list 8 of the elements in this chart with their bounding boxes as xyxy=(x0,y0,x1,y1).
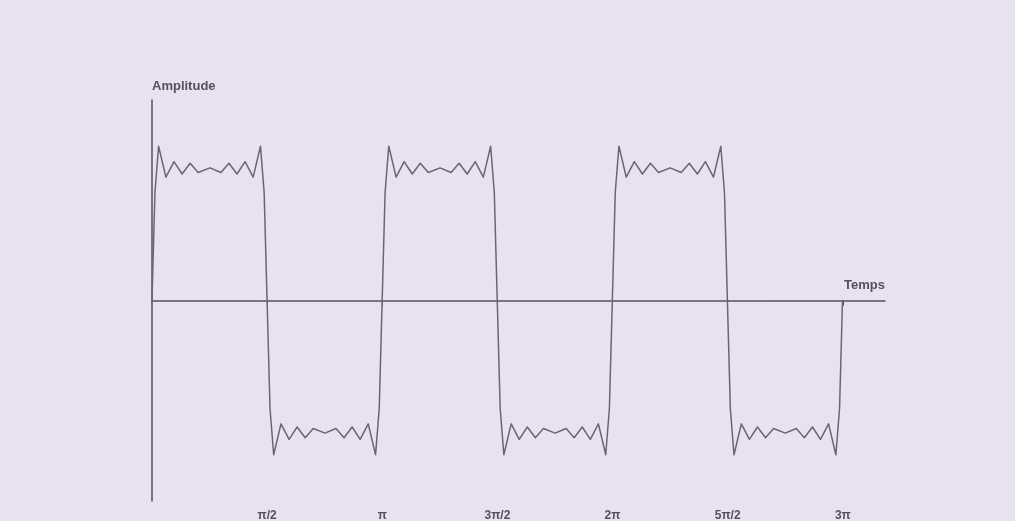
x-tick-label: 3π xyxy=(834,508,851,521)
x-tick-label: 2π xyxy=(604,508,621,521)
x-tick-label: π/2 xyxy=(257,508,278,521)
x-tick-label: 5π/2 xyxy=(714,508,741,521)
x-tick-label: π xyxy=(377,508,387,521)
x-tick-label: 3π/2 xyxy=(484,508,511,521)
x-axis-title: Temps xyxy=(844,276,885,292)
y-axis-title: Amplitude xyxy=(152,78,216,93)
